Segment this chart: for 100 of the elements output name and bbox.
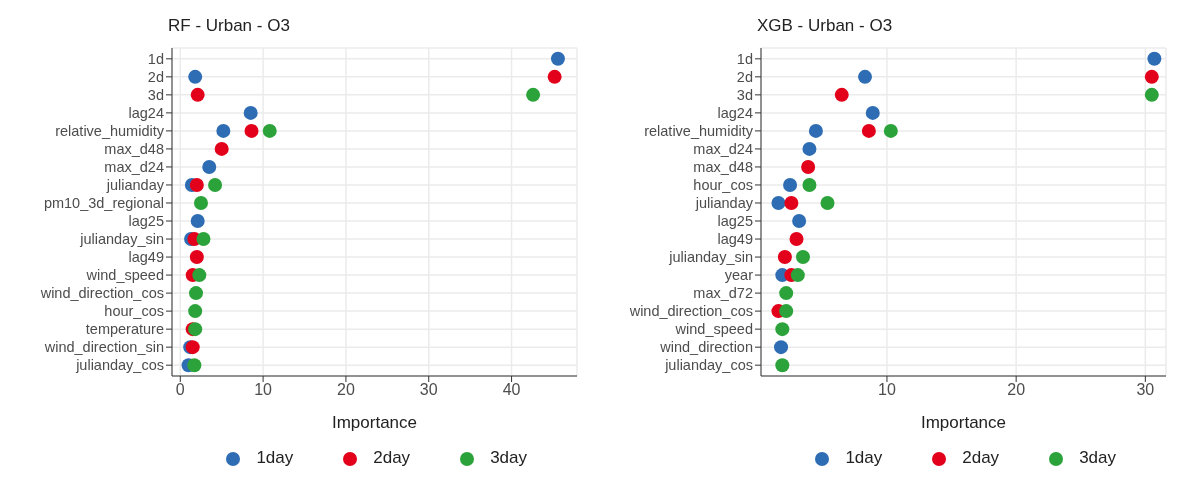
point	[193, 195, 208, 210]
point	[784, 195, 799, 210]
point	[783, 177, 798, 192]
point	[792, 214, 807, 229]
y-tick-label: 2d	[736, 68, 753, 85]
point	[834, 87, 849, 102]
y-tick-label: julianday_cos	[664, 357, 753, 374]
y-tick-label: 1d	[736, 50, 753, 67]
x-tick-label: 20	[337, 381, 355, 399]
point	[189, 177, 204, 192]
legend-label: 1day	[845, 448, 883, 467]
y-tick-label: max_d24	[693, 141, 753, 158]
point	[779, 304, 794, 319]
point	[189, 250, 204, 265]
y-tick-label: max_d24	[104, 159, 164, 176]
point	[771, 195, 786, 210]
x-tick-label: 30	[419, 381, 438, 399]
point	[789, 232, 804, 247]
y-tick-label: temperature	[85, 321, 164, 338]
point	[196, 232, 211, 247]
y-tick-label: julianday_sin	[79, 231, 164, 248]
x-axis-title: Importance	[920, 413, 1007, 432]
point	[865, 105, 880, 120]
y-tick-label: 1d	[147, 50, 164, 67]
legend-label: 2day	[962, 448, 1000, 467]
y-tick-label: 3d	[736, 87, 753, 103]
x-tick-label: 0	[175, 381, 185, 399]
point	[190, 214, 205, 229]
y-tick-label: year	[724, 267, 754, 284]
y-tick-label: julianday	[105, 177, 165, 194]
y-tick-label: julianday_sin	[668, 249, 753, 266]
y-tick-label: pm10_3d_regional	[43, 195, 164, 212]
point	[526, 87, 541, 102]
y-tick-label: relative_humidity	[644, 123, 754, 140]
y-tick-label: julianday_cos	[75, 357, 164, 374]
point	[777, 250, 792, 265]
y-tick-label: wind_direction_cos	[39, 285, 164, 302]
point	[192, 268, 207, 283]
y-tick-label: 3d	[147, 87, 164, 103]
y-tick-label: relative_humidity	[55, 123, 165, 140]
legend-label: 3day	[490, 448, 527, 467]
x-tick-label: 10	[878, 381, 896, 399]
chart-title: RF - Urban - O3	[168, 16, 290, 36]
point	[775, 322, 790, 337]
y-tick-label: lag25	[128, 213, 164, 230]
point	[188, 69, 203, 84]
point	[243, 105, 258, 120]
x-axis-title: Importance	[331, 413, 418, 432]
point	[188, 304, 203, 319]
y-tick-label: lag49	[128, 249, 164, 266]
point	[779, 286, 794, 301]
y-tick-label: hour_cos	[693, 177, 753, 194]
x-tick-label: 10	[254, 381, 273, 399]
point	[808, 123, 823, 138]
y-tick-label: 2d	[147, 68, 164, 85]
point	[214, 141, 229, 156]
y-tick-label: lag49	[717, 231, 753, 248]
y-tick-label: max_d48	[104, 141, 164, 158]
point	[187, 358, 202, 373]
point	[547, 69, 562, 84]
point	[189, 286, 204, 301]
x-tick-label: 20	[1007, 381, 1026, 399]
point	[861, 123, 876, 138]
y-tick-label: wind_direction_sin	[43, 339, 164, 356]
y-tick-label: hour_cos	[104, 303, 164, 320]
point	[883, 123, 898, 138]
point	[802, 177, 817, 192]
point	[774, 340, 789, 355]
legend-label: 3day	[1079, 448, 1116, 467]
point	[1147, 51, 1162, 66]
point	[1144, 87, 1159, 102]
point	[802, 141, 817, 156]
point	[208, 177, 223, 192]
point	[801, 159, 816, 174]
point	[244, 123, 259, 138]
y-tick-label: lag24	[128, 105, 164, 122]
point	[262, 123, 277, 138]
point	[202, 159, 217, 174]
y-tick-label: lag25	[717, 213, 753, 230]
y-tick-label: wind_direction_cos	[628, 303, 753, 320]
chart-title: XGB - Urban - O3	[757, 16, 893, 36]
y-tick-label: wind_speed	[674, 321, 753, 338]
x-tick-label: 30	[1136, 381, 1155, 399]
x-tick-label: 40	[502, 381, 521, 399]
point	[216, 123, 231, 138]
point	[858, 69, 872, 84]
point	[790, 268, 805, 283]
point	[550, 51, 565, 66]
y-tick-label: wind_direction	[659, 339, 753, 356]
point	[795, 250, 810, 265]
y-tick-label: wind_speed	[85, 267, 164, 284]
point	[190, 87, 205, 102]
y-tick-label: max_d48	[693, 159, 753, 176]
point	[820, 195, 835, 210]
y-tick-label: lag24	[717, 105, 753, 122]
point	[775, 358, 790, 373]
y-tick-label: max_d72	[693, 285, 753, 302]
legend-label: 1day	[256, 448, 294, 467]
y-tick-label: julianday	[694, 195, 754, 212]
legend-label: 2day	[373, 448, 411, 467]
